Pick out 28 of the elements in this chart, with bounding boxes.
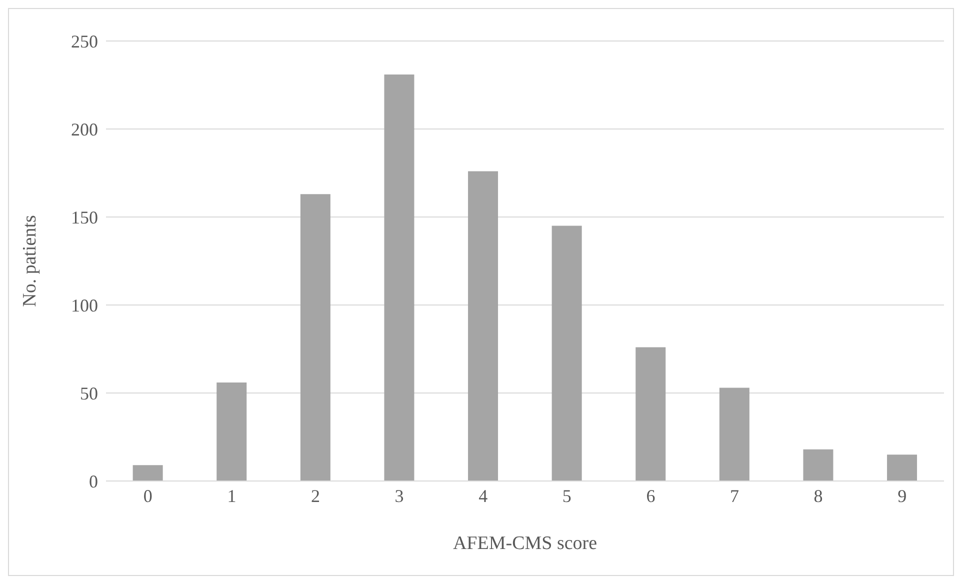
bar [719,388,750,481]
bar [887,454,918,481]
x-tick-label: 4 [478,486,488,506]
y-tick-label: 150 [71,207,98,228]
x-tick-label: 3 [394,486,404,506]
x-axis-title: AFEM-CMS score [452,533,598,554]
y-tick-label: 100 [71,295,98,316]
x-tick-label: 1 [227,486,236,506]
x-tick-label: 2 [311,486,320,506]
x-tick-label: 8 [814,486,823,506]
y-tick-label: 250 [71,31,98,52]
x-tick-label: 6 [646,486,656,506]
bar [803,449,834,481]
bar [384,74,414,481]
x-tick-label: 5 [562,486,572,506]
bar [552,226,582,481]
bar [132,465,163,481]
y-tick-label: 50 [80,383,98,404]
bar [636,347,666,481]
bar [216,382,247,481]
x-tick-label: 7 [730,486,739,506]
x-tick-label: 0 [143,486,152,506]
bar [468,171,498,481]
bar [300,194,330,481]
x-tick-label: 9 [898,486,907,506]
y-axis-title: No. patients [20,215,41,307]
y-tick-label: 0 [89,471,98,492]
y-tick-label: 200 [71,119,98,140]
